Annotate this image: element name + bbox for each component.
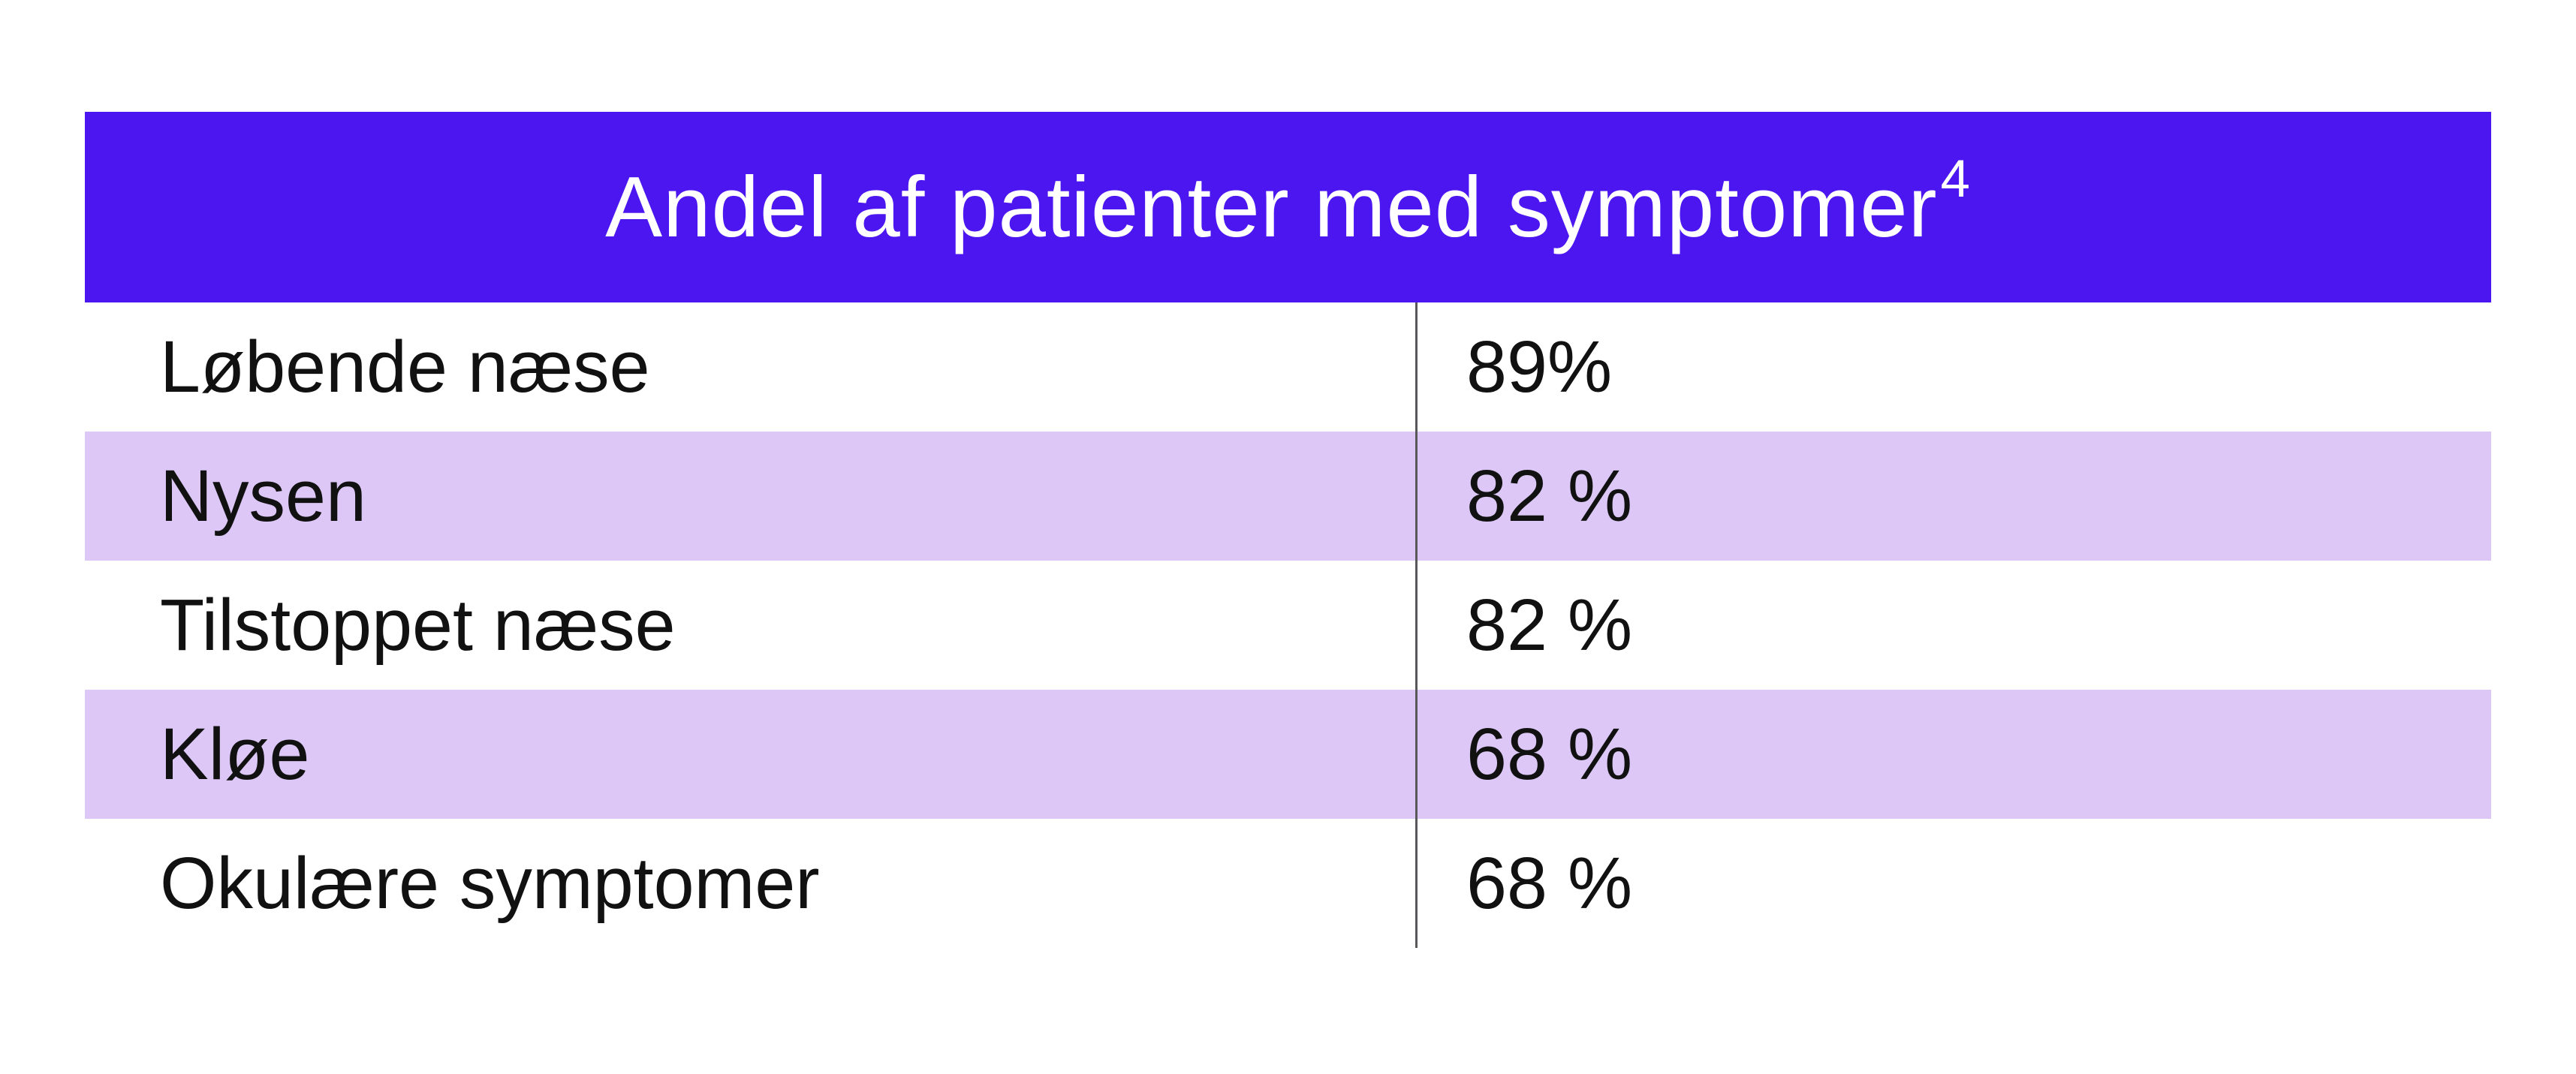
row-value: 82 %: [1466, 455, 1633, 537]
table-title-footnote-marker: 4: [1940, 148, 1971, 208]
table-row: Løbende næse 89%: [85, 302, 2491, 432]
row-label: Tilstoppet næse: [160, 584, 676, 666]
symptom-table: Andel af patienter med symptomer 4 Løbend…: [85, 112, 2491, 948]
table-row: Okulære symptomer 68 %: [85, 819, 2491, 948]
row-label: Kløe: [160, 713, 310, 795]
table-title: Andel af patienter med symptomer: [605, 159, 1938, 255]
row-value: 68 %: [1466, 713, 1633, 795]
row-label: Nysen: [160, 455, 366, 537]
table-row: Kløe 68 %: [85, 690, 2491, 819]
row-label: Løbende næse: [160, 326, 650, 408]
row-value: 82 %: [1466, 584, 1633, 666]
table-title-bar: Andel af patienter med symptomer 4: [85, 112, 2491, 302]
column-divider: [1415, 302, 1418, 948]
row-value: 89%: [1466, 326, 1613, 408]
table-row: Tilstoppet næse 82 %: [85, 561, 2491, 690]
row-value: 68 %: [1466, 842, 1633, 924]
table-row: Nysen 82 %: [85, 432, 2491, 561]
row-label: Okulære symptomer: [160, 842, 820, 924]
